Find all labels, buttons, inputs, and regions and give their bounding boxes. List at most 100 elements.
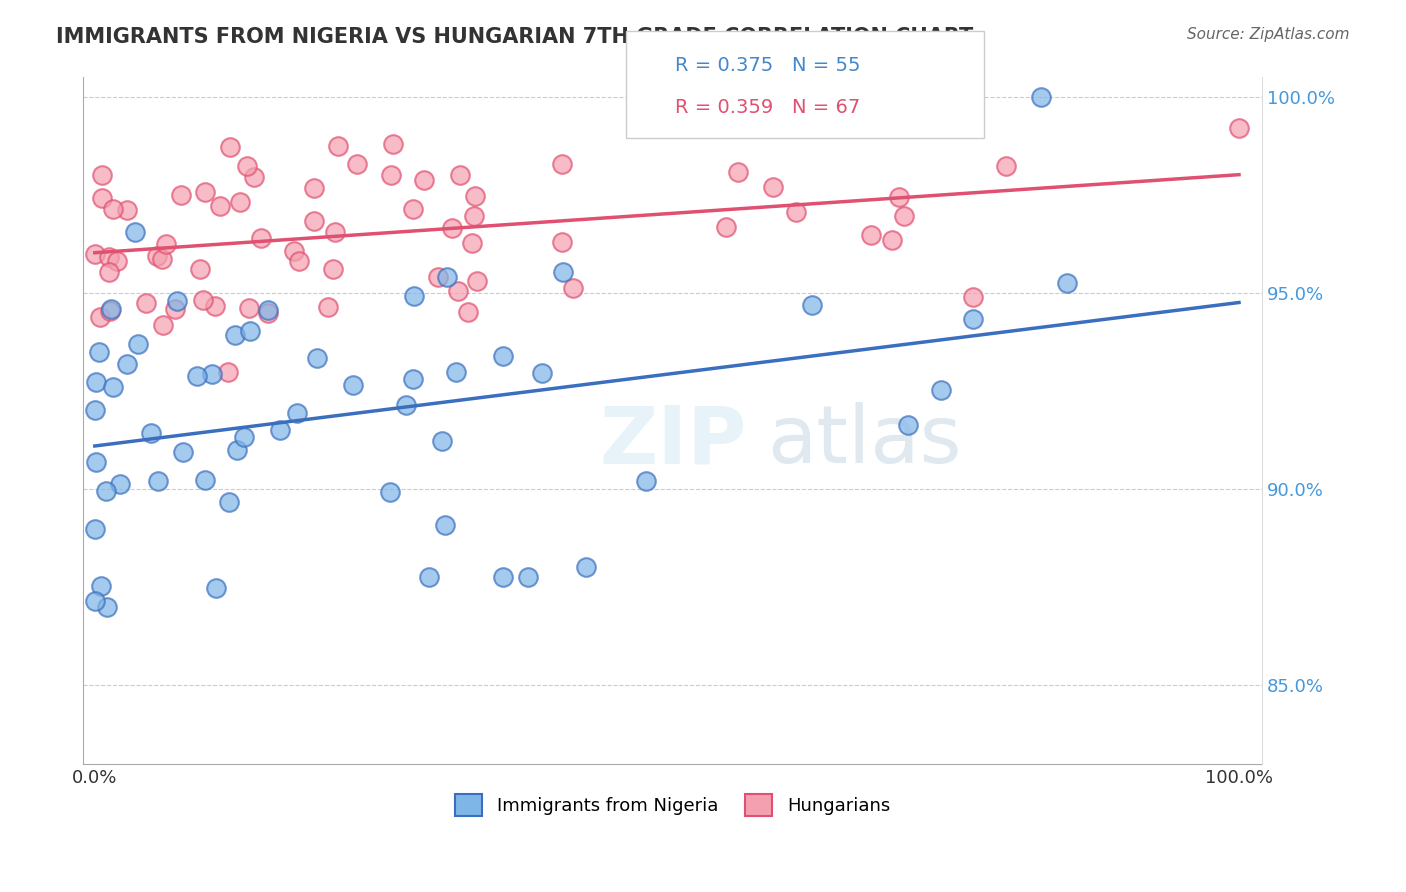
Point <box>517 569 540 583</box>
Point <box>427 270 450 285</box>
Text: R = 0.359   N = 67: R = 0.359 N = 67 <box>675 97 860 117</box>
Point <box>402 202 425 216</box>
Point <box>661 90 683 104</box>
Point <box>84 455 107 469</box>
Point <box>346 157 368 171</box>
Point <box>98 303 121 318</box>
Point <box>96 599 118 614</box>
Point <box>551 157 574 171</box>
Point <box>239 324 262 338</box>
Point <box>249 231 271 245</box>
Point <box>233 430 256 444</box>
Point <box>186 369 208 384</box>
Point <box>562 280 585 294</box>
Point <box>170 188 193 202</box>
Point <box>634 475 657 489</box>
Point <box>150 252 173 267</box>
Point <box>859 227 882 242</box>
Point <box>762 179 785 194</box>
Point <box>449 168 471 182</box>
Point <box>880 233 903 247</box>
Point <box>236 159 259 173</box>
Point <box>108 477 131 491</box>
Point <box>326 138 349 153</box>
Point <box>96 484 118 499</box>
Point <box>995 159 1018 173</box>
Point <box>465 274 488 288</box>
Point <box>146 249 169 263</box>
Point <box>97 250 120 264</box>
Point <box>1056 277 1078 291</box>
Point <box>100 302 122 317</box>
Point <box>224 328 246 343</box>
Point <box>464 188 486 202</box>
Point <box>283 244 305 259</box>
Point <box>897 418 920 433</box>
Text: atlas: atlas <box>766 402 962 480</box>
Point <box>83 594 105 608</box>
Point <box>139 425 162 440</box>
Point <box>1029 90 1052 104</box>
Point <box>91 191 114 205</box>
Point <box>89 310 111 324</box>
Point <box>305 351 328 365</box>
Point <box>204 582 226 596</box>
Text: Source: ZipAtlas.com: Source: ZipAtlas.com <box>1187 27 1350 42</box>
Point <box>785 205 807 219</box>
Point <box>218 495 240 509</box>
Point <box>430 434 453 448</box>
Point <box>194 185 217 199</box>
Point <box>208 198 231 212</box>
Point <box>962 312 984 326</box>
Point <box>243 169 266 184</box>
Point <box>714 220 737 235</box>
Point <box>155 236 177 251</box>
Point <box>256 302 278 317</box>
Point <box>463 210 485 224</box>
Point <box>152 318 174 332</box>
Point <box>101 380 124 394</box>
Point <box>201 367 224 381</box>
Point <box>83 247 105 261</box>
Point <box>929 383 952 397</box>
Point <box>98 265 121 279</box>
Point <box>801 298 824 312</box>
Point <box>166 293 188 308</box>
Point <box>460 235 482 250</box>
Point <box>238 301 260 315</box>
Point <box>148 474 170 488</box>
Point <box>204 299 226 313</box>
Point <box>257 305 280 319</box>
Point <box>342 377 364 392</box>
Text: IMMIGRANTS FROM NIGERIA VS HUNGARIAN 7TH GRADE CORRELATION CHART: IMMIGRANTS FROM NIGERIA VS HUNGARIAN 7TH… <box>56 27 973 46</box>
Point <box>441 220 464 235</box>
Point <box>402 372 425 386</box>
Point <box>322 262 344 277</box>
Point <box>550 235 572 249</box>
Point <box>447 284 470 298</box>
Point <box>83 522 105 536</box>
Point <box>115 357 138 371</box>
Point <box>127 337 149 351</box>
Point <box>531 366 554 380</box>
Point <box>378 485 401 500</box>
Point <box>402 289 425 303</box>
Point <box>575 559 598 574</box>
Point <box>418 570 440 584</box>
Point <box>457 304 479 318</box>
Point <box>727 165 749 179</box>
Point <box>225 443 247 458</box>
Text: R = 0.375   N = 55: R = 0.375 N = 55 <box>675 55 860 75</box>
Point <box>434 518 457 533</box>
Point <box>893 210 915 224</box>
Point <box>380 168 402 182</box>
Point <box>165 301 187 316</box>
Point <box>382 137 405 152</box>
Point <box>551 265 574 279</box>
Point <box>135 295 157 310</box>
Point <box>436 270 458 285</box>
Point <box>323 225 346 239</box>
Point <box>105 254 128 268</box>
Point <box>395 398 418 412</box>
Point <box>302 181 325 195</box>
